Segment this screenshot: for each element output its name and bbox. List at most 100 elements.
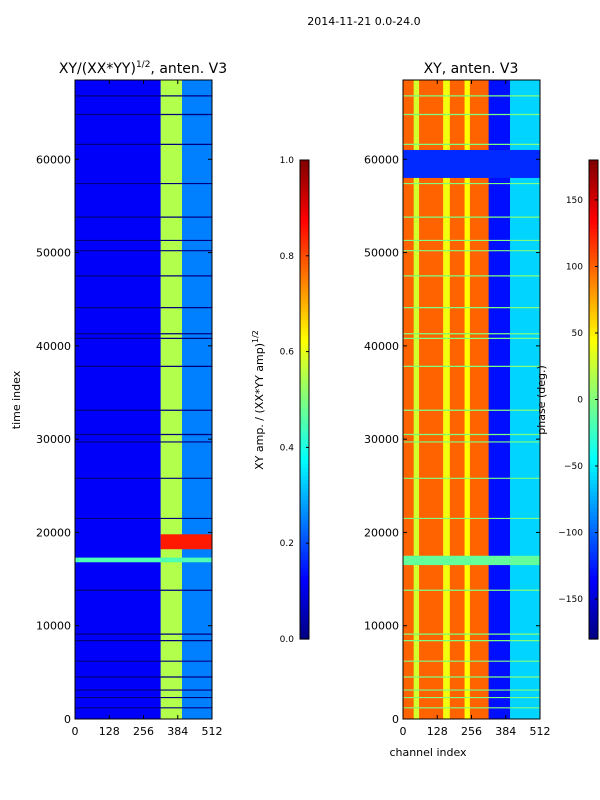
colorbar-segment bbox=[300, 407, 309, 413]
colorbar-tick-label: 0.6 bbox=[280, 348, 295, 358]
x-tick-label: 0 bbox=[72, 725, 79, 738]
colorbar-segment bbox=[300, 567, 309, 572]
colorbar-segment bbox=[589, 543, 598, 548]
colorbar-segment bbox=[300, 459, 309, 464]
colorbar-segment bbox=[589, 171, 598, 177]
colorbar-segment bbox=[300, 555, 309, 560]
heatmap-region bbox=[413, 80, 420, 719]
colorbar-segment bbox=[589, 303, 598, 309]
colorbar-segment bbox=[589, 263, 598, 269]
amplitude-colorbar: 0.0 0.2 0.4 0.6 0.8 1.0 XY amp. / (XX*YY amp)… bbox=[251, 156, 310, 645]
colorbar-tick-label: −50 bbox=[564, 462, 583, 472]
colorbar-segment bbox=[300, 299, 309, 305]
colorbar-segment bbox=[589, 275, 598, 281]
phase-heatmap bbox=[403, 80, 540, 719]
colorbar-segment bbox=[589, 499, 598, 504]
colorbar-segment bbox=[300, 583, 309, 588]
colorbar-segment bbox=[589, 179, 598, 185]
colorbar-segment bbox=[300, 611, 309, 616]
phase-panel: XY, anten. V3 0 128 256 384 512 0 10000 20000 30… bbox=[364, 61, 551, 759]
colorbar-segment bbox=[300, 455, 309, 460]
y-tick-label: 60000 bbox=[364, 153, 399, 166]
colorbar-segment bbox=[589, 163, 598, 169]
heatmap-region bbox=[510, 80, 540, 719]
colorbar-segment bbox=[589, 487, 598, 492]
colorbar-segment bbox=[300, 603, 309, 608]
colorbar-segment bbox=[300, 631, 309, 636]
colorbar-segment bbox=[300, 347, 309, 353]
colorbar-segment bbox=[589, 599, 598, 604]
colorbar-segment bbox=[300, 227, 309, 233]
colorbar-segment bbox=[589, 467, 598, 472]
colorbar-segment bbox=[300, 163, 309, 169]
colorbar-tick-label: 0.8 bbox=[280, 252, 295, 262]
colorbar-segment bbox=[300, 211, 309, 217]
colorbar-segment bbox=[589, 607, 598, 612]
colorbar-segment bbox=[300, 587, 309, 592]
colorbar-segment bbox=[589, 271, 598, 277]
colorbar-segment bbox=[300, 247, 309, 253]
colorbar-segment bbox=[300, 307, 309, 313]
colorbar-segment bbox=[589, 471, 598, 476]
colorbar-segment bbox=[589, 563, 598, 568]
colorbar-segment bbox=[300, 295, 309, 301]
colorbar-segment bbox=[589, 351, 598, 357]
colorbar-segment bbox=[300, 503, 309, 508]
colorbar-tick-label: 150 bbox=[566, 196, 583, 206]
colorbar-segment bbox=[589, 211, 598, 217]
colorbar-segment bbox=[589, 363, 598, 369]
colorbar-segment bbox=[589, 215, 598, 221]
colorbar-segment bbox=[589, 219, 598, 225]
colorbar-segment bbox=[589, 595, 598, 600]
colorbar-segment bbox=[589, 567, 598, 572]
colorbar-segment bbox=[589, 507, 598, 512]
phase-colorbar-ticks: −150 −100 −50 0 50 100 150 bbox=[558, 196, 598, 605]
colorbar-segment bbox=[589, 627, 598, 632]
colorbar-segment bbox=[589, 259, 598, 265]
colorbar-segment bbox=[589, 603, 598, 608]
colorbar-segment bbox=[300, 355, 309, 361]
amplitude-colorbar-frame bbox=[299, 159, 310, 640]
phase-colorbar-label: phase (deg.) bbox=[535, 365, 548, 435]
colorbar-segment bbox=[300, 239, 309, 245]
colorbar-segment bbox=[300, 411, 309, 417]
colorbar-segment bbox=[300, 371, 309, 377]
colorbar-tick-label: 0.4 bbox=[280, 443, 295, 453]
colorbar-segment bbox=[589, 167, 598, 173]
colorbar-segment bbox=[589, 383, 598, 389]
colorbar-segment bbox=[300, 339, 309, 345]
colorbar-segment bbox=[589, 583, 598, 588]
colorbar-segment bbox=[300, 507, 309, 512]
colorbar-segment bbox=[300, 499, 309, 504]
colorbar-segment bbox=[589, 339, 598, 345]
colorbar-segment bbox=[589, 203, 598, 209]
x-tick-label: 384 bbox=[495, 725, 516, 738]
colorbar-segment bbox=[300, 367, 309, 373]
y-tick-label: 10000 bbox=[36, 620, 71, 633]
colorbar-segment bbox=[300, 551, 309, 556]
colorbar-segment bbox=[589, 191, 598, 197]
colorbar-segment bbox=[589, 411, 598, 417]
y-tick-label: 30000 bbox=[364, 433, 399, 446]
colorbar-tick-label: 100 bbox=[566, 262, 583, 272]
colorbar-segment bbox=[300, 243, 309, 249]
colorbar-segment bbox=[300, 431, 309, 437]
colorbar-segment bbox=[589, 623, 598, 628]
amplitude-colorbar-label: XY amp. / (XX*YY amp)1/2 bbox=[251, 330, 266, 470]
colorbar-segment bbox=[589, 255, 598, 261]
colorbar-segment bbox=[589, 160, 598, 165]
colorbar-segment bbox=[300, 231, 309, 237]
colorbar-segment bbox=[589, 315, 598, 321]
colorbar-segment bbox=[300, 203, 309, 209]
colorbar-segment bbox=[300, 167, 309, 173]
colorbar-segment bbox=[300, 479, 309, 484]
colorbar-segment bbox=[589, 311, 598, 317]
colorbar-segment bbox=[300, 171, 309, 177]
colorbar-segment bbox=[300, 287, 309, 293]
colorbar-segment bbox=[589, 183, 598, 189]
colorbar-segment bbox=[300, 255, 309, 261]
colorbar-segment bbox=[300, 423, 309, 429]
colorbar-segment bbox=[300, 575, 309, 580]
colorbar-segment bbox=[300, 267, 309, 273]
colorbar-segment bbox=[300, 215, 309, 221]
